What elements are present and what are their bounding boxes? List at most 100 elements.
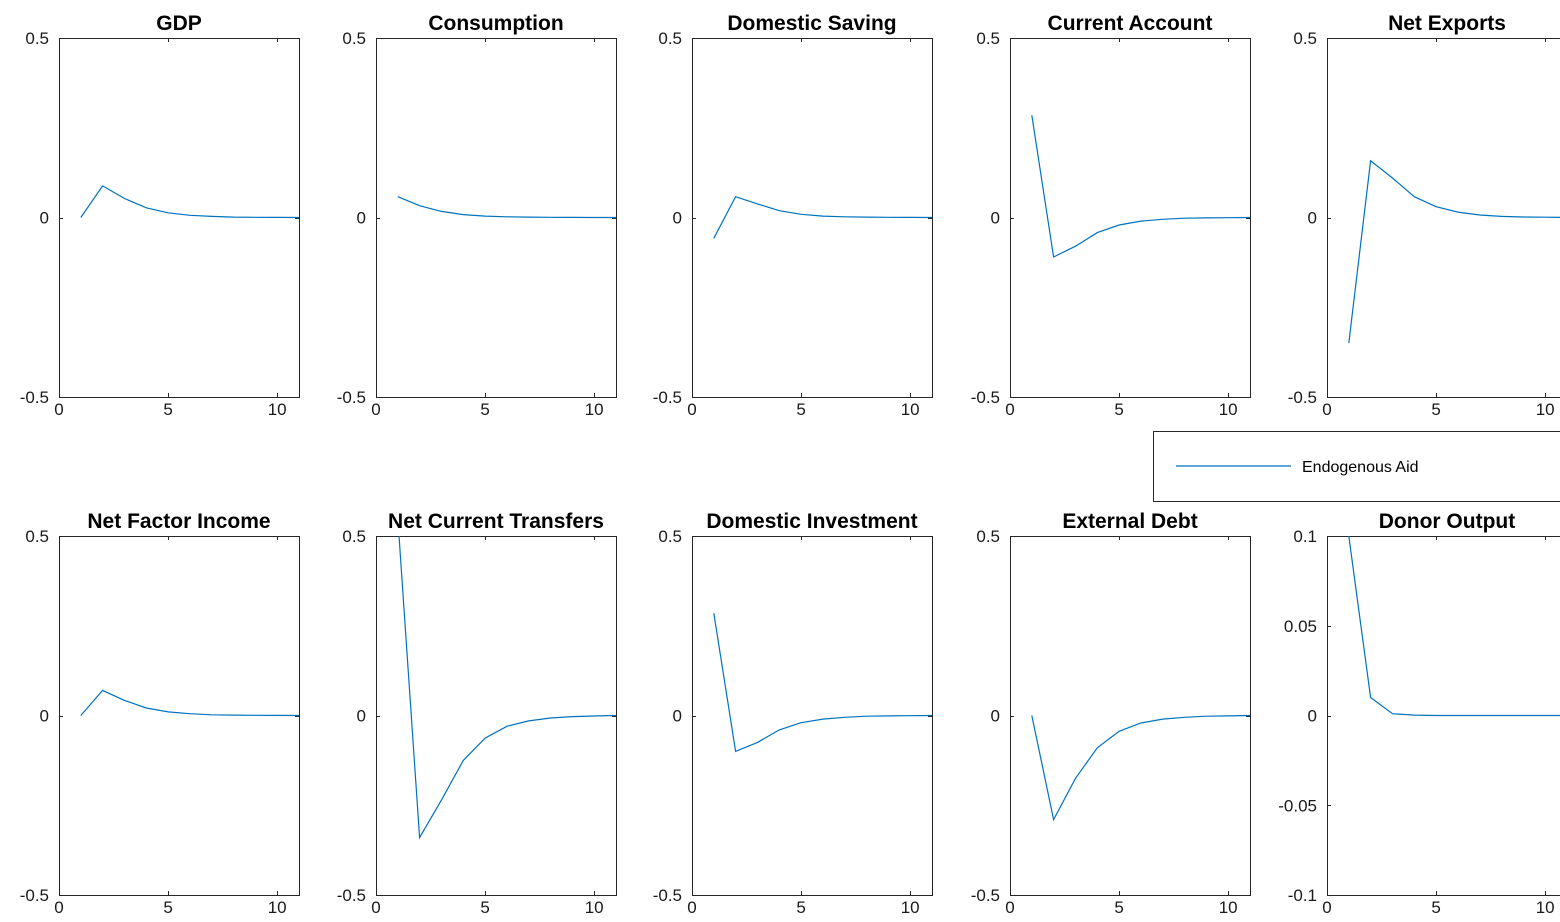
y-tick-label: 0 xyxy=(1308,209,1317,228)
x-tick-label: 10 xyxy=(1219,898,1238,917)
plot-title: Domestic Saving xyxy=(727,12,896,35)
plot-area xyxy=(59,38,300,398)
plot-title: Net Current Transfers xyxy=(388,510,604,533)
y-tick-label: 0.5 xyxy=(1293,29,1317,48)
x-tick-label: 0 xyxy=(1322,400,1331,419)
y-tick-label: 0.5 xyxy=(25,527,49,546)
y-tick-label: -0.5 xyxy=(20,388,49,407)
y-tick-label: -0.5 xyxy=(653,886,682,905)
x-tick-label: 5 xyxy=(1431,898,1440,917)
x-tick-label: 5 xyxy=(796,898,805,917)
x-tick-label: 0 xyxy=(1005,400,1014,419)
y-tick-label: 0 xyxy=(991,209,1000,228)
plot-area xyxy=(1327,38,1560,398)
x-tick-label: 5 xyxy=(480,400,489,419)
y-tick-label: -0.5 xyxy=(20,886,49,905)
x-tick-label: 10 xyxy=(1536,400,1555,419)
y-tick-label: -0.5 xyxy=(653,388,682,407)
x-tick-label: 5 xyxy=(1114,400,1123,419)
y-tick-label: -0.1 xyxy=(1288,886,1317,905)
x-tick-label: 5 xyxy=(163,898,172,917)
series-line-endogenous-aid xyxy=(1348,159,1560,344)
y-tick-label: 0.1 xyxy=(1293,527,1317,546)
plot-area xyxy=(59,536,300,896)
plot-title: Consumption xyxy=(428,12,563,35)
series-line-endogenous-aid xyxy=(713,613,932,753)
y-tick-label: 0 xyxy=(991,707,1000,726)
x-tick-label: 5 xyxy=(1114,898,1123,917)
subplot-domestic-investment: Domestic Investment 0 5 10 -0.5 0 0.5 xyxy=(653,510,933,917)
x-tick-label: 10 xyxy=(901,400,920,419)
x-tick-label: 0 xyxy=(1005,898,1014,917)
x-tick-label: 0 xyxy=(54,898,63,917)
y-tick-label: -0.5 xyxy=(337,388,366,407)
series-line-endogenous-aid xyxy=(397,196,616,219)
plot-title: Current Account xyxy=(1048,12,1213,35)
subplot-gdp: GDP 0 5 10 -0.5 0 0.5 xyxy=(20,12,300,419)
x-tick-label: 0 xyxy=(371,400,380,419)
x-tick-label: 0 xyxy=(54,400,63,419)
y-tick-label: 0 xyxy=(673,707,682,726)
plot-title: External Debt xyxy=(1062,510,1197,533)
series-line-endogenous-aid xyxy=(398,536,616,840)
x-tick-label: 0 xyxy=(371,898,380,917)
y-tick-label: 0.5 xyxy=(25,29,49,48)
y-tick-label: -0.5 xyxy=(971,886,1000,905)
x-tick-label: 5 xyxy=(480,898,489,917)
series-line-endogenous-aid xyxy=(713,195,932,239)
y-tick-label: 0 xyxy=(40,209,49,228)
plot-title: Domestic Investment xyxy=(706,510,917,533)
series-line-endogenous-aid xyxy=(1348,536,1560,717)
x-tick-label: 0 xyxy=(687,898,696,917)
y-tick-label: 0 xyxy=(357,707,366,726)
subplot-net-factor-income: Net Factor Income 0 5 10 -0.5 0 0.5 xyxy=(20,510,300,917)
subplot-domestic-saving: Domestic Saving 0 5 10 -0.5 0 0.5 xyxy=(653,12,933,419)
x-tick-label: 5 xyxy=(1431,400,1440,419)
y-tick-label: 0.5 xyxy=(658,29,682,48)
subplot-net-exports: Net Exports 0 5 10 -0.5 0 0.5 xyxy=(1288,12,1560,419)
series-line-endogenous-aid xyxy=(1031,115,1250,258)
y-tick-label: -0.05 xyxy=(1278,796,1317,815)
series-line-endogenous-aid xyxy=(1031,714,1250,822)
series-line-endogenous-aid xyxy=(80,185,299,219)
series-line-endogenous-aid xyxy=(80,689,299,717)
plot-title: GDP xyxy=(156,12,202,35)
subplot-consumption: Consumption 0 5 10 -0.5 0 0.5 xyxy=(337,12,617,419)
legend-label: Endogenous Aid xyxy=(1302,459,1419,476)
y-tick-label: 0.5 xyxy=(976,29,1000,48)
x-tick-label: 10 xyxy=(268,400,287,419)
plot-title: Donor Output xyxy=(1379,510,1515,533)
subplot-net-current-transfers: Net Current Transfers 0 5 10 -0.5 0 0.5 xyxy=(337,510,617,917)
x-tick-label: 10 xyxy=(268,898,287,917)
y-tick-label: 0 xyxy=(357,209,366,228)
y-tick-label: 0.5 xyxy=(976,527,1000,546)
y-tick-label: 0.5 xyxy=(658,527,682,546)
legend: Endogenous Aid xyxy=(1153,431,1560,502)
y-tick-label: 0 xyxy=(1308,707,1317,726)
x-tick-label: 10 xyxy=(1219,400,1238,419)
y-tick-label: 0.05 xyxy=(1284,617,1317,636)
y-tick-label: 0 xyxy=(673,209,682,228)
y-tick-label: 0.5 xyxy=(342,527,366,546)
x-tick-label: 5 xyxy=(163,400,172,419)
subplot-donor-output: Donor Output 0 5 10 -0.1 -0.05 0 0.05 0.1 xyxy=(1278,510,1560,917)
y-tick-label: 0 xyxy=(40,707,49,726)
y-tick-label: 0.5 xyxy=(342,29,366,48)
subplot-current-account: Current Account 0 5 10 -0.5 0 0.5 xyxy=(971,12,1251,419)
x-tick-label: 10 xyxy=(1536,898,1555,917)
x-tick-label: 0 xyxy=(687,400,696,419)
plot-title: Net Factor Income xyxy=(87,510,270,533)
x-tick-label: 10 xyxy=(585,898,604,917)
x-tick-label: 0 xyxy=(1322,898,1331,917)
x-tick-label: 10 xyxy=(585,400,604,419)
plot-title: Net Exports xyxy=(1388,12,1506,35)
plot-area xyxy=(692,38,933,398)
y-tick-label: -0.5 xyxy=(1288,388,1317,407)
x-tick-label: 10 xyxy=(901,898,920,917)
subplot-external-debt: External Debt 0 5 10 -0.5 0 0.5 xyxy=(971,510,1251,917)
x-tick-label: 5 xyxy=(796,400,805,419)
y-tick-label: -0.5 xyxy=(971,388,1000,407)
y-tick-label: -0.5 xyxy=(337,886,366,905)
